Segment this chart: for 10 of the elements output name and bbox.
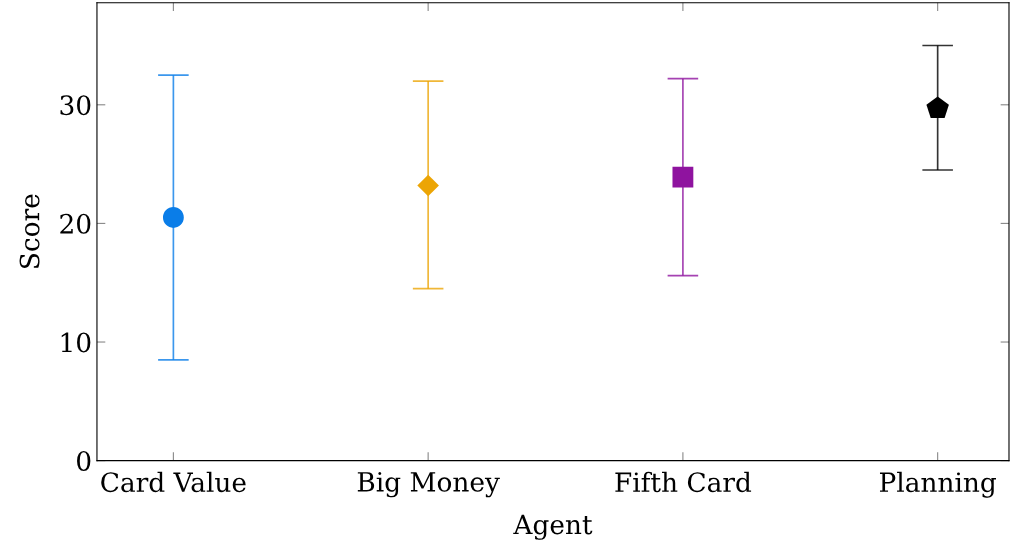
y-tick-label: 10 bbox=[61, 332, 91, 353]
x-axis-title: Agent bbox=[513, 514, 593, 540]
y-axis-title: Score bbox=[19, 194, 40, 268]
y-tick-label: 30 bbox=[60, 95, 91, 116]
y-tick-label: 20 bbox=[60, 213, 91, 234]
x-tick-label: Planning bbox=[879, 471, 997, 498]
y-tick-label: 0 bbox=[77, 451, 91, 472]
x-tick-label: Big Money bbox=[357, 472, 500, 498]
x-tick-label: Card Value bbox=[101, 471, 246, 493]
x-tick-label: Fifth Card bbox=[615, 471, 752, 493]
